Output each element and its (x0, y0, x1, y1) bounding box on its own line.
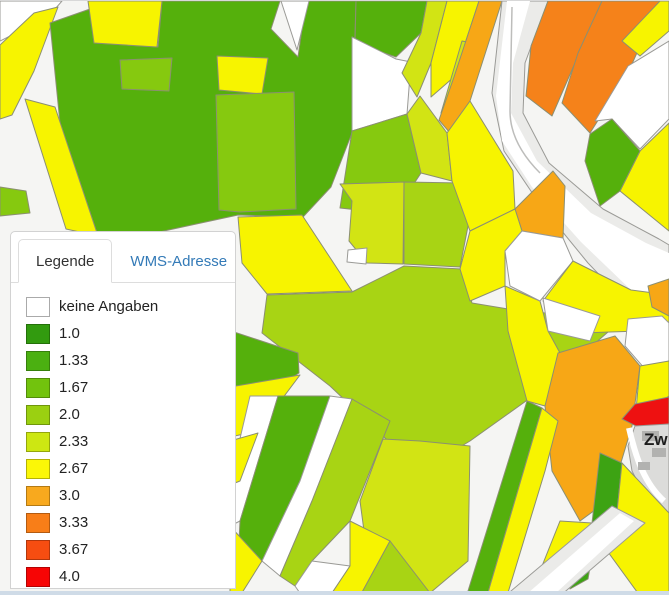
map-parcel-yellow[interactable] (330, 520, 391, 595)
map-parcel-yellow[interactable] (87, 1, 163, 48)
legend-swatch (26, 351, 50, 371)
legend-item: 3.33 (26, 513, 235, 533)
legend-panel: Legende WMS-Adresse keine Angaben 1.0 1.33… (10, 231, 236, 589)
legend-item: keine Angaben (26, 297, 235, 317)
map-parcel-na[interactable] (594, 40, 669, 150)
map-parcel-na[interactable] (351, 36, 412, 132)
map-parcel-yellow[interactable] (430, 1, 480, 98)
legend-item: 2.0 (26, 405, 235, 425)
legend-item-list: keine Angaben 1.0 1.33 1.67 2.0 2.33 2.67 3.0 3.… (11, 283, 235, 587)
map-parcel-white[interactable] (496, 1, 669, 295)
legend-tabs: Legende WMS-Adresse (11, 232, 235, 283)
map-parcel-yellow[interactable] (0, 6, 59, 120)
legend-label: 1.67 (59, 379, 89, 396)
map-parcel-na[interactable] (346, 247, 368, 265)
legend-swatch (26, 567, 50, 587)
map-building (652, 448, 666, 457)
map-parcel-yellow[interactable] (621, 1, 669, 57)
legend-swatch (26, 324, 50, 344)
map-building (642, 431, 659, 441)
legend-label: 3.0 (59, 487, 80, 504)
legend-swatch (26, 432, 50, 452)
map-parcel-dorange[interactable] (525, 1, 603, 117)
map-parcel-yellow[interactable] (237, 214, 353, 295)
legend-item: 2.33 (26, 432, 235, 452)
tab-legende[interactable]: Legende (18, 239, 113, 283)
map-parcel-na[interactable] (542, 297, 601, 342)
map-parcel-na[interactable] (504, 230, 574, 302)
map-parcel-mgreen[interactable] (584, 118, 641, 207)
map-parcel-lgreen[interactable] (119, 57, 173, 92)
map-building (638, 462, 650, 470)
legend-label: 3.33 (59, 514, 89, 531)
legend-swatch (26, 540, 50, 560)
map-road-line (509, 6, 541, 174)
map-parcel-white[interactable] (528, 513, 634, 593)
map-parcel-orange[interactable] (647, 278, 669, 317)
map-parcel-na[interactable] (624, 315, 669, 370)
legend-item: 1.33 (26, 351, 235, 371)
legend-item: 4.0 (26, 567, 235, 587)
legend-swatch (26, 297, 50, 317)
map-parcel-lime[interactable] (406, 95, 453, 182)
map-parcel-lime[interactable] (401, 1, 448, 98)
legend-label: 1.0 (59, 325, 80, 342)
map-parcel-na[interactable] (280, 1, 310, 51)
legend-label: 2.33 (59, 433, 89, 450)
legend-swatch (26, 513, 50, 533)
map-parcel-yellow[interactable] (459, 208, 523, 302)
legend-item: 1.0 (26, 324, 235, 344)
map-parcel-mgreen[interactable] (467, 400, 543, 595)
viewport-bottom-edge (0, 591, 669, 595)
map-place-label: Zw (644, 430, 668, 449)
map-parcel-lgreen[interactable] (215, 91, 297, 213)
map-parcel-mgreen[interactable] (354, 1, 428, 58)
legend-item: 3.0 (26, 486, 235, 506)
legend-item: 2.67 (26, 459, 235, 479)
map-parcel-yellow[interactable] (216, 55, 269, 95)
legend-label: 3.67 (59, 541, 89, 558)
legend-label: 1.33 (59, 352, 89, 369)
map-parcel-lgreen[interactable] (0, 186, 31, 217)
legend-swatch (26, 378, 50, 398)
legend-swatch (26, 486, 50, 506)
legend-label: keine Angaben (59, 298, 159, 315)
legend-item: 1.67 (26, 378, 235, 398)
legend-label: 2.0 (59, 406, 80, 423)
tab-wms-adresse[interactable]: WMS-Adresse (130, 253, 228, 270)
legend-item: 3.67 (26, 540, 235, 560)
legend-swatch (26, 405, 50, 425)
map-parcel-yellow[interactable] (486, 407, 559, 595)
legend-label: 2.67 (59, 460, 89, 477)
map-parcel-ygreen[interactable] (359, 540, 431, 595)
legend-swatch (26, 459, 50, 479)
legend-label: 4.0 (59, 568, 80, 585)
